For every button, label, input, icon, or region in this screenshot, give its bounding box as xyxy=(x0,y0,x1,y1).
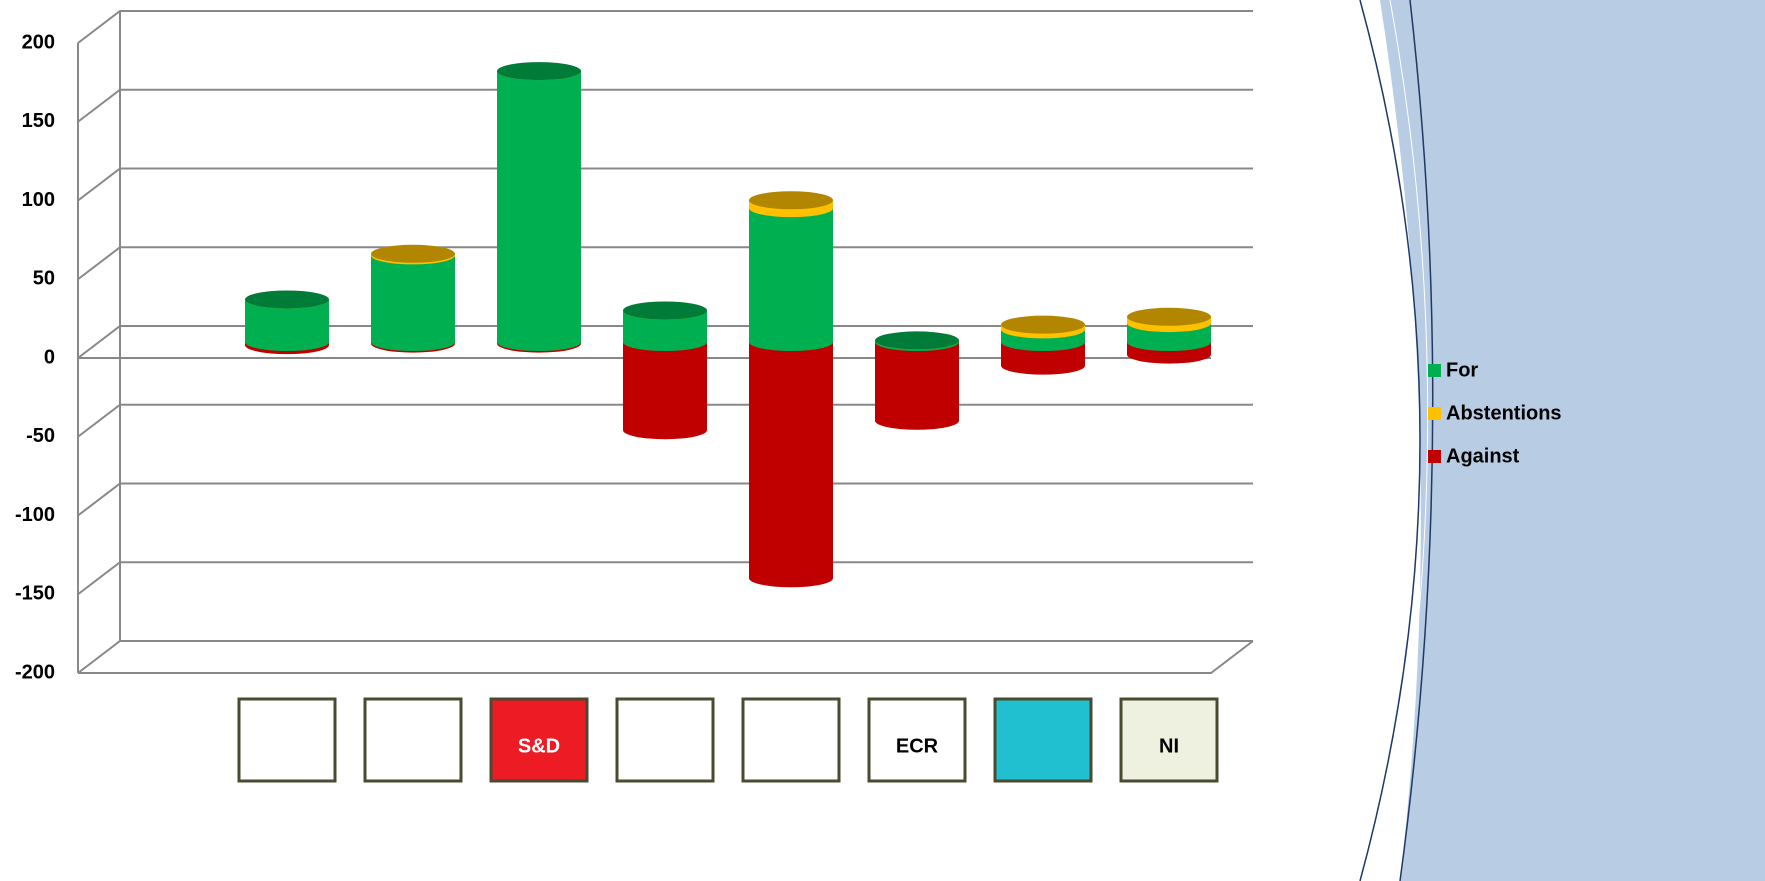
bar-segment xyxy=(875,342,959,430)
party-logo xyxy=(867,697,967,783)
bar-top xyxy=(749,191,833,210)
y-tick-label: 200 xyxy=(22,31,55,53)
grid-line xyxy=(77,325,1253,359)
grid-line xyxy=(77,246,1253,281)
bar-segment xyxy=(623,310,707,351)
legend-label: For xyxy=(1446,359,1478,381)
legend-label: Against xyxy=(1446,445,1520,467)
party-logo xyxy=(363,697,463,783)
x-tick-label: S&D xyxy=(518,735,560,757)
legend-swatch xyxy=(1428,450,1441,463)
side-panel xyxy=(1380,0,1765,881)
y-tick-label: 50 xyxy=(33,268,55,290)
bar-top xyxy=(623,301,707,320)
party-logo xyxy=(237,697,337,783)
bar-segment xyxy=(623,342,707,440)
decor-curve xyxy=(1359,0,1421,881)
y-tick-label: -150 xyxy=(15,583,55,605)
y-tick-label: 100 xyxy=(22,189,55,211)
legend-label: Abstentions xyxy=(1446,402,1562,424)
bar-top xyxy=(1127,307,1211,326)
bar-top xyxy=(497,62,581,81)
party-logo xyxy=(489,697,589,783)
grid-line xyxy=(77,561,1253,596)
bar-top xyxy=(371,244,455,263)
y-tick-label: 0 xyxy=(44,346,55,368)
grid-line xyxy=(77,640,1253,674)
party-logo xyxy=(993,697,1093,783)
grid-line xyxy=(77,482,1253,517)
bar-segment xyxy=(749,342,833,588)
bar-segment xyxy=(245,299,329,351)
bar-top xyxy=(1001,315,1085,334)
grid-line xyxy=(77,167,1253,202)
y-tick-label: -50 xyxy=(26,425,55,447)
y-tick-label: -100 xyxy=(15,504,55,526)
grid-line xyxy=(77,88,1253,123)
bar-segment xyxy=(1001,342,1085,375)
bar-segment xyxy=(371,255,455,351)
grid-line xyxy=(77,10,1253,44)
decor-curve xyxy=(1379,0,1429,881)
x-tick-label: NI xyxy=(1159,735,1179,757)
floor xyxy=(78,640,1254,674)
party-logo xyxy=(1119,697,1219,783)
party-logo xyxy=(615,697,715,783)
legend-swatch xyxy=(1428,364,1441,377)
bar-top xyxy=(245,290,329,309)
bar-top xyxy=(875,331,959,350)
bar-segment xyxy=(497,71,581,351)
x-tick-label: ECR xyxy=(896,735,939,757)
decor-curve xyxy=(1399,0,1434,881)
y-tick-label: -200 xyxy=(15,661,55,683)
party-logo xyxy=(741,697,841,783)
y-tick-label: 150 xyxy=(22,110,55,132)
bar-segment xyxy=(749,208,833,351)
legend-swatch xyxy=(1428,407,1441,420)
